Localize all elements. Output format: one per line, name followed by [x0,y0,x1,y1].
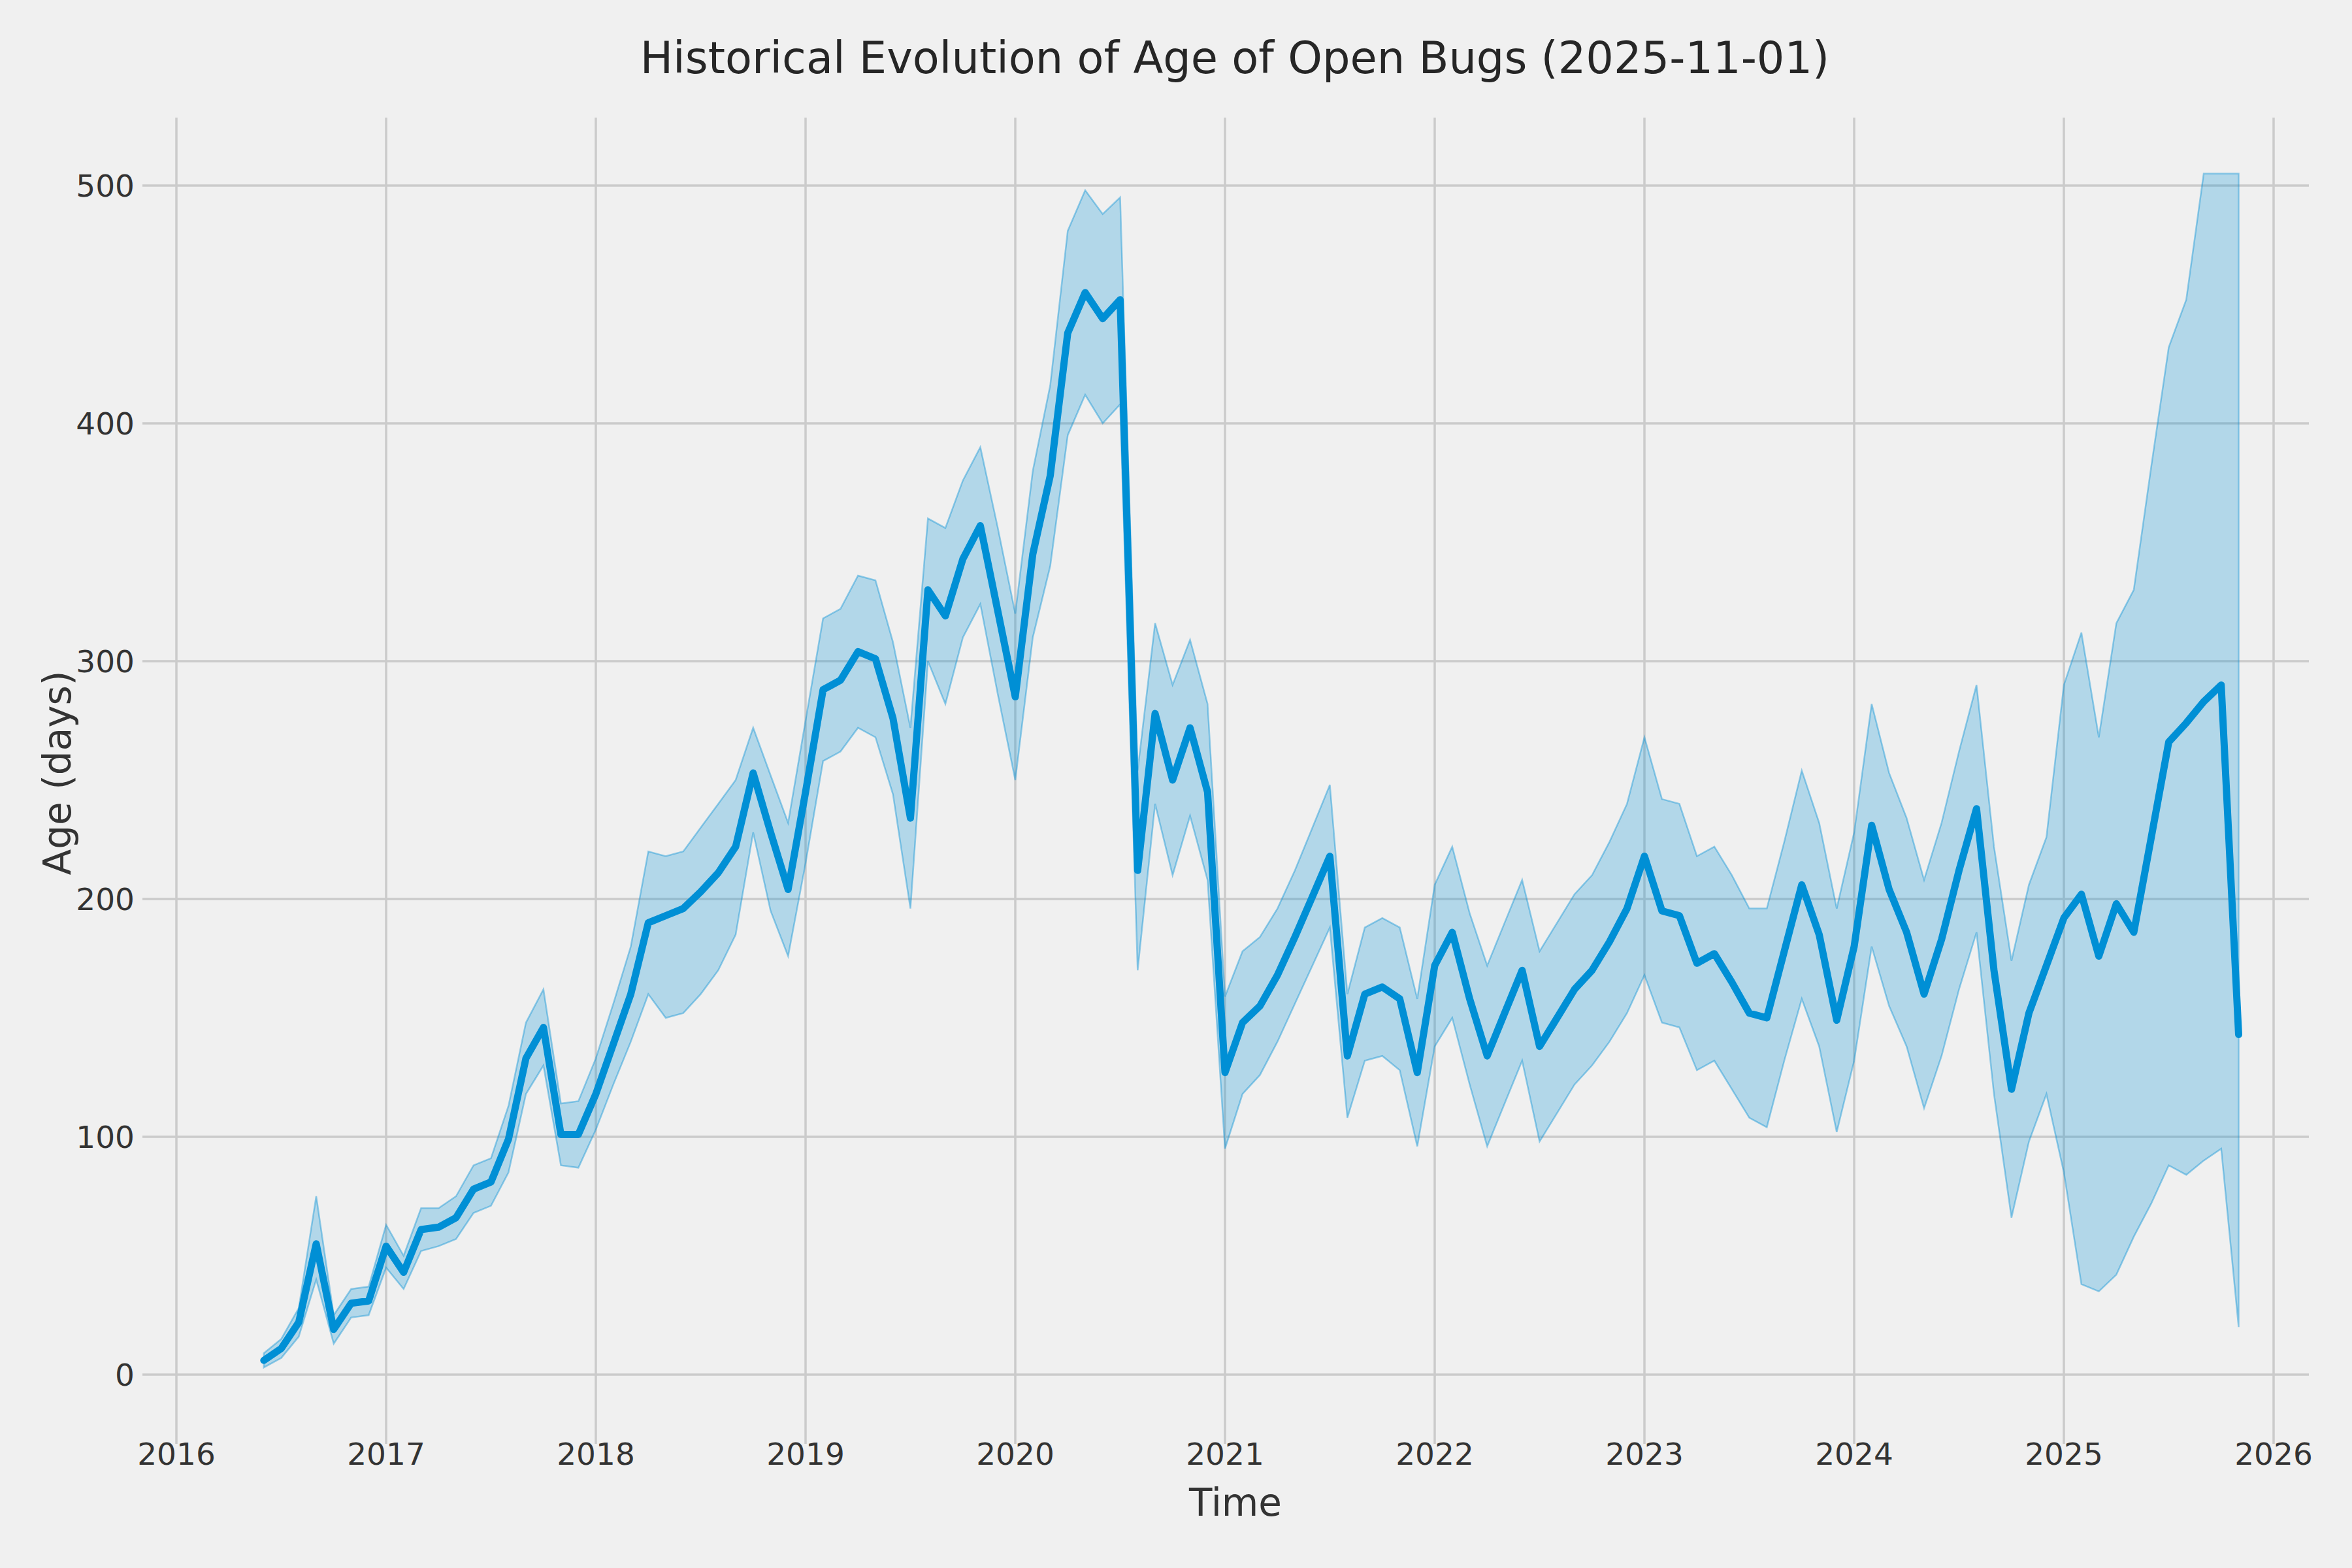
x-tick-label: 2026 [2234,1436,2313,1472]
y-axis-label: Age (days) [35,671,80,875]
x-tick-label: 2023 [1605,1436,1684,1472]
chart-figure: 2016 2017 2018 2019 2020 2021 2022 2023 2024 2025… [0,0,2352,1568]
x-tick-label: 2016 [137,1436,216,1472]
gridlines [162,118,2309,1424]
x-tick-labels: 2016 2017 2018 2019 2020 2021 2022 2023 2024 2025… [137,1436,2313,1472]
chart-title: Historical Evolution of Age of Open Bugs… [640,33,1830,84]
y-tick-label: 100 [76,1119,135,1155]
y-tick-label: 200 [76,881,135,917]
x-tick-label: 2018 [557,1436,635,1472]
x-tick-label: 2025 [2025,1436,2103,1472]
confidence-band [264,174,2239,1367]
x-tick-label: 2017 [347,1436,425,1472]
x-tick-label: 2019 [766,1436,845,1472]
y-tick-label: 400 [76,406,135,442]
y-tick-label: 500 [76,168,135,204]
x-tick-label: 2022 [1396,1436,1474,1472]
x-tick-label: 2021 [1186,1436,1264,1472]
y-tick-label: 300 [76,644,135,679]
y-tick-label: 0 [115,1357,135,1393]
x-axis-label: Time [1188,1480,1282,1525]
y-tick-labels: 0 100 200 300 400 500 [76,168,135,1393]
x-tick-label: 2020 [976,1436,1054,1472]
x-tick-label: 2024 [1815,1436,1893,1472]
